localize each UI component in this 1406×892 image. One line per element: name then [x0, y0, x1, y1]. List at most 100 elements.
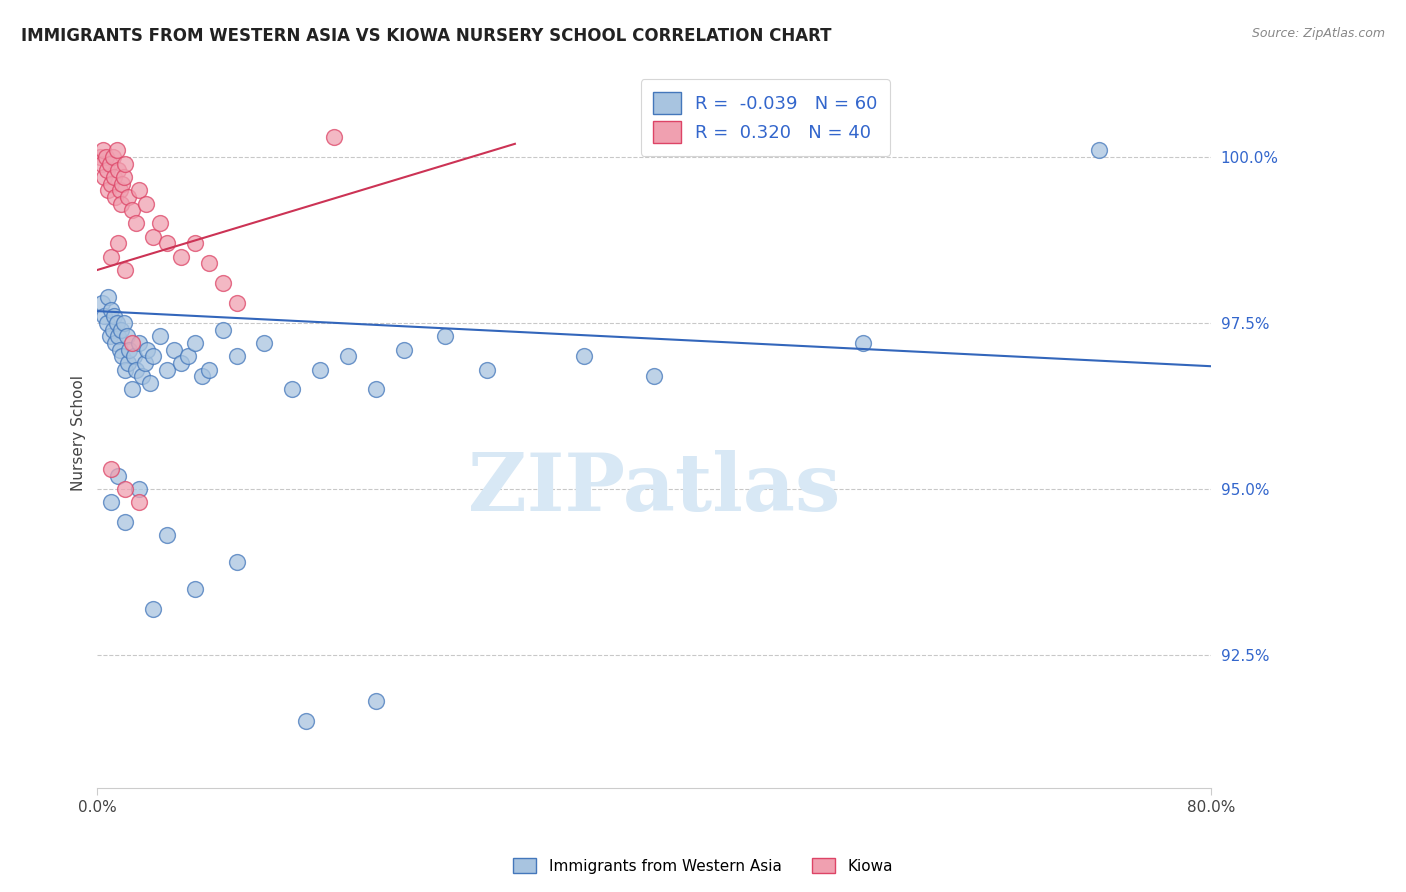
Point [364, 694, 387, 708]
Point [295, 714, 318, 729]
Point [122, 349, 145, 363]
Point [110, 196, 132, 211]
Point [111, 349, 134, 363]
Point [107, 329, 129, 343]
Point [225, 296, 247, 310]
Point [125, 217, 148, 231]
Point [97, 289, 120, 303]
Point [121, 336, 143, 351]
Point [190, 369, 212, 384]
Point [852, 336, 875, 351]
Point [475, 362, 498, 376]
Point [111, 177, 134, 191]
Text: Source: ZipAtlas.com: Source: ZipAtlas.com [1251, 27, 1385, 40]
Point [163, 343, 186, 357]
Point [134, 356, 156, 370]
Point [107, 468, 129, 483]
Y-axis label: Nursery School: Nursery School [72, 375, 86, 491]
Point [392, 343, 415, 357]
Point [105, 144, 128, 158]
Point [149, 329, 172, 343]
Point [96, 163, 118, 178]
Point [142, 349, 165, 363]
Point [128, 495, 150, 509]
Point [149, 217, 172, 231]
Point [93, 310, 115, 324]
Point [121, 383, 143, 397]
Point [112, 316, 135, 330]
Point [114, 263, 136, 277]
Point [142, 601, 165, 615]
Point [98, 329, 121, 343]
Point [197, 256, 219, 270]
Point [142, 229, 165, 244]
Point [197, 362, 219, 376]
Point [98, 157, 121, 171]
Point [1088, 144, 1111, 158]
Point [128, 183, 150, 197]
Point [100, 250, 122, 264]
Point [94, 150, 117, 164]
Point [156, 236, 179, 251]
Point [184, 236, 207, 251]
Point [101, 150, 124, 164]
Point [253, 336, 276, 351]
Point [101, 323, 124, 337]
Point [135, 196, 157, 211]
Point [105, 316, 128, 330]
Point [89, 150, 111, 164]
Point [323, 130, 346, 145]
Point [108, 343, 131, 357]
Text: ZIPatlas: ZIPatlas [468, 450, 841, 528]
Point [139, 376, 162, 390]
Point [128, 336, 150, 351]
Point [115, 329, 138, 343]
Point [117, 356, 139, 370]
Point [170, 250, 193, 264]
Point [211, 323, 233, 337]
Point [336, 349, 359, 363]
Point [643, 369, 665, 384]
Point [128, 482, 150, 496]
Point [117, 190, 139, 204]
Point [96, 316, 118, 330]
Point [97, 183, 120, 197]
Point [114, 157, 136, 171]
Point [125, 362, 148, 376]
Point [364, 383, 387, 397]
Point [100, 495, 122, 509]
Point [100, 177, 122, 191]
Legend: Immigrants from Western Asia, Kiowa: Immigrants from Western Asia, Kiowa [508, 852, 898, 880]
Point [434, 329, 457, 343]
Point [112, 169, 135, 184]
Point [177, 349, 200, 363]
Point [104, 336, 127, 351]
Point [121, 203, 143, 218]
Point [93, 169, 115, 184]
Point [100, 302, 122, 317]
Point [131, 369, 153, 384]
Point [225, 349, 247, 363]
Point [90, 157, 112, 171]
Point [107, 163, 129, 178]
Point [170, 356, 193, 370]
Point [136, 343, 159, 357]
Point [118, 343, 141, 357]
Point [156, 528, 179, 542]
Point [184, 582, 207, 596]
Point [103, 169, 125, 184]
Point [114, 515, 136, 529]
Point [225, 555, 247, 569]
Point [574, 349, 596, 363]
Point [184, 336, 207, 351]
Text: IMMIGRANTS FROM WESTERN ASIA VS KIOWA NURSERY SCHOOL CORRELATION CHART: IMMIGRANTS FROM WESTERN ASIA VS KIOWA NU… [21, 27, 831, 45]
Point [114, 482, 136, 496]
Point [100, 462, 122, 476]
Point [114, 362, 136, 376]
Point [108, 183, 131, 197]
Point [156, 362, 179, 376]
Point [91, 144, 114, 158]
Legend: R =  -0.039   N = 60, R =  0.320   N = 40: R = -0.039 N = 60, R = 0.320 N = 40 [641, 79, 890, 156]
Point [110, 323, 132, 337]
Point [103, 310, 125, 324]
